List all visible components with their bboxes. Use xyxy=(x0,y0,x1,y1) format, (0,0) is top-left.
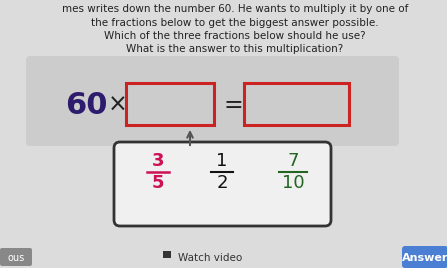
FancyBboxPatch shape xyxy=(163,251,171,258)
Text: Which of the three fractions below should he use?: Which of the three fractions below shoul… xyxy=(104,31,366,41)
Text: 5: 5 xyxy=(152,174,164,192)
Text: 60: 60 xyxy=(65,91,107,120)
FancyBboxPatch shape xyxy=(26,56,399,146)
Text: mes writes down the number 60. He wants to multiply it by one of: mes writes down the number 60. He wants … xyxy=(62,4,408,14)
Text: Watch video: Watch video xyxy=(178,253,242,263)
Text: ous: ous xyxy=(7,253,25,263)
Text: 10: 10 xyxy=(282,174,304,192)
FancyBboxPatch shape xyxy=(402,246,447,268)
Text: 2: 2 xyxy=(216,174,228,192)
FancyBboxPatch shape xyxy=(0,246,447,268)
Text: 7: 7 xyxy=(287,152,299,170)
Text: ×: × xyxy=(108,93,128,117)
FancyBboxPatch shape xyxy=(0,248,32,266)
Text: 1: 1 xyxy=(216,152,228,170)
FancyBboxPatch shape xyxy=(126,83,214,125)
Text: =: = xyxy=(224,93,244,117)
FancyBboxPatch shape xyxy=(114,142,331,226)
FancyBboxPatch shape xyxy=(244,83,349,125)
Text: What is the answer to this multiplication?: What is the answer to this multiplicatio… xyxy=(127,44,344,54)
Text: the fractions below to get the biggest answer possible.: the fractions below to get the biggest a… xyxy=(91,18,379,28)
Text: Answer: Answer xyxy=(402,253,447,263)
Text: 3: 3 xyxy=(152,152,164,170)
